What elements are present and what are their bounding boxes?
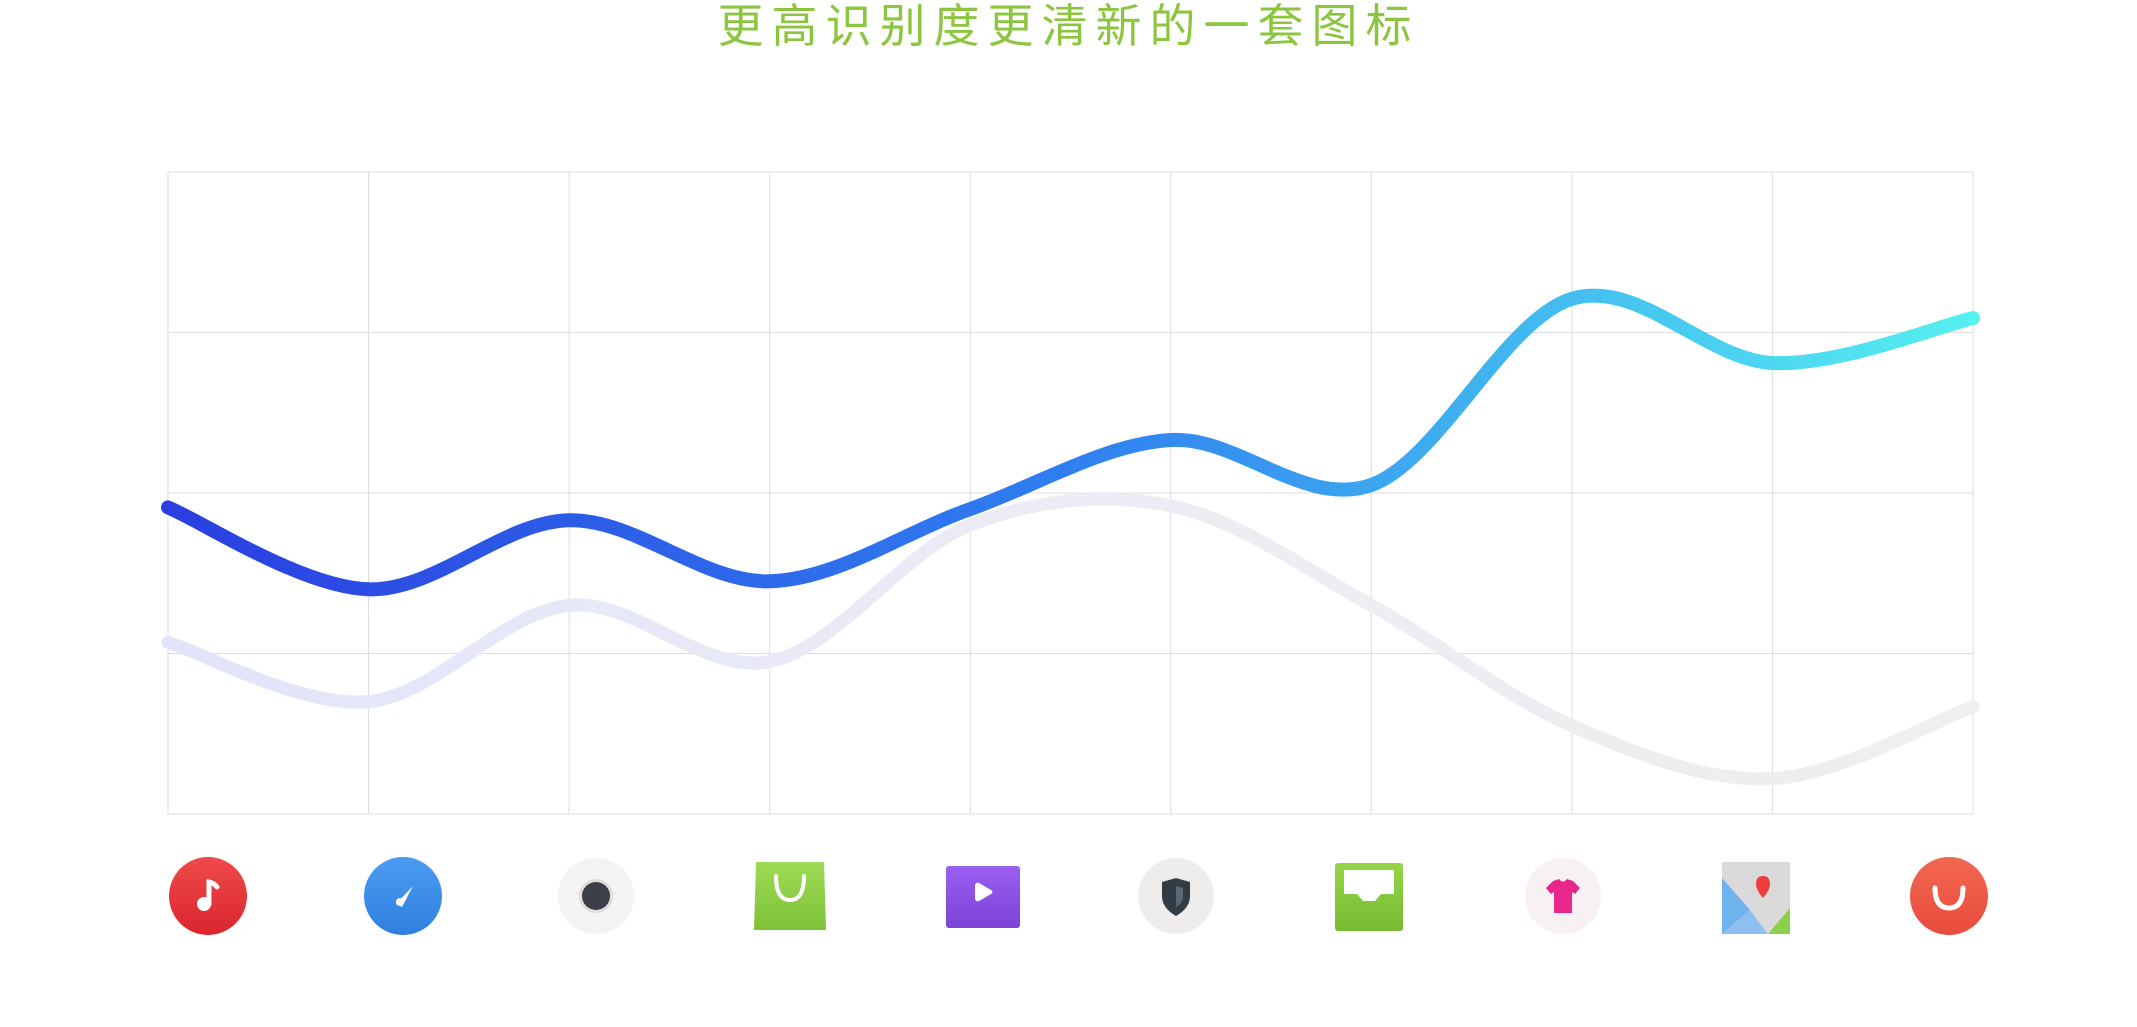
series-line-0 (161, 288, 1980, 597)
video-icon (943, 856, 1023, 936)
inbox-icon (1329, 856, 1409, 936)
compass-icon (363, 856, 443, 936)
shopping-bag-icon (750, 856, 830, 936)
series-line-1 (161, 492, 1980, 786)
map-icon (1716, 856, 1796, 936)
chart-title: 更高识别度更清新的一套图标 (717, 0, 1420, 53)
camera-icon (556, 856, 636, 936)
shield-icon (1136, 856, 1216, 936)
tshirt-icon (1523, 856, 1603, 936)
smile-icon (1909, 856, 1989, 936)
series-layer (161, 288, 1980, 786)
music-icon (168, 856, 248, 936)
grid (167, 171, 1974, 815)
